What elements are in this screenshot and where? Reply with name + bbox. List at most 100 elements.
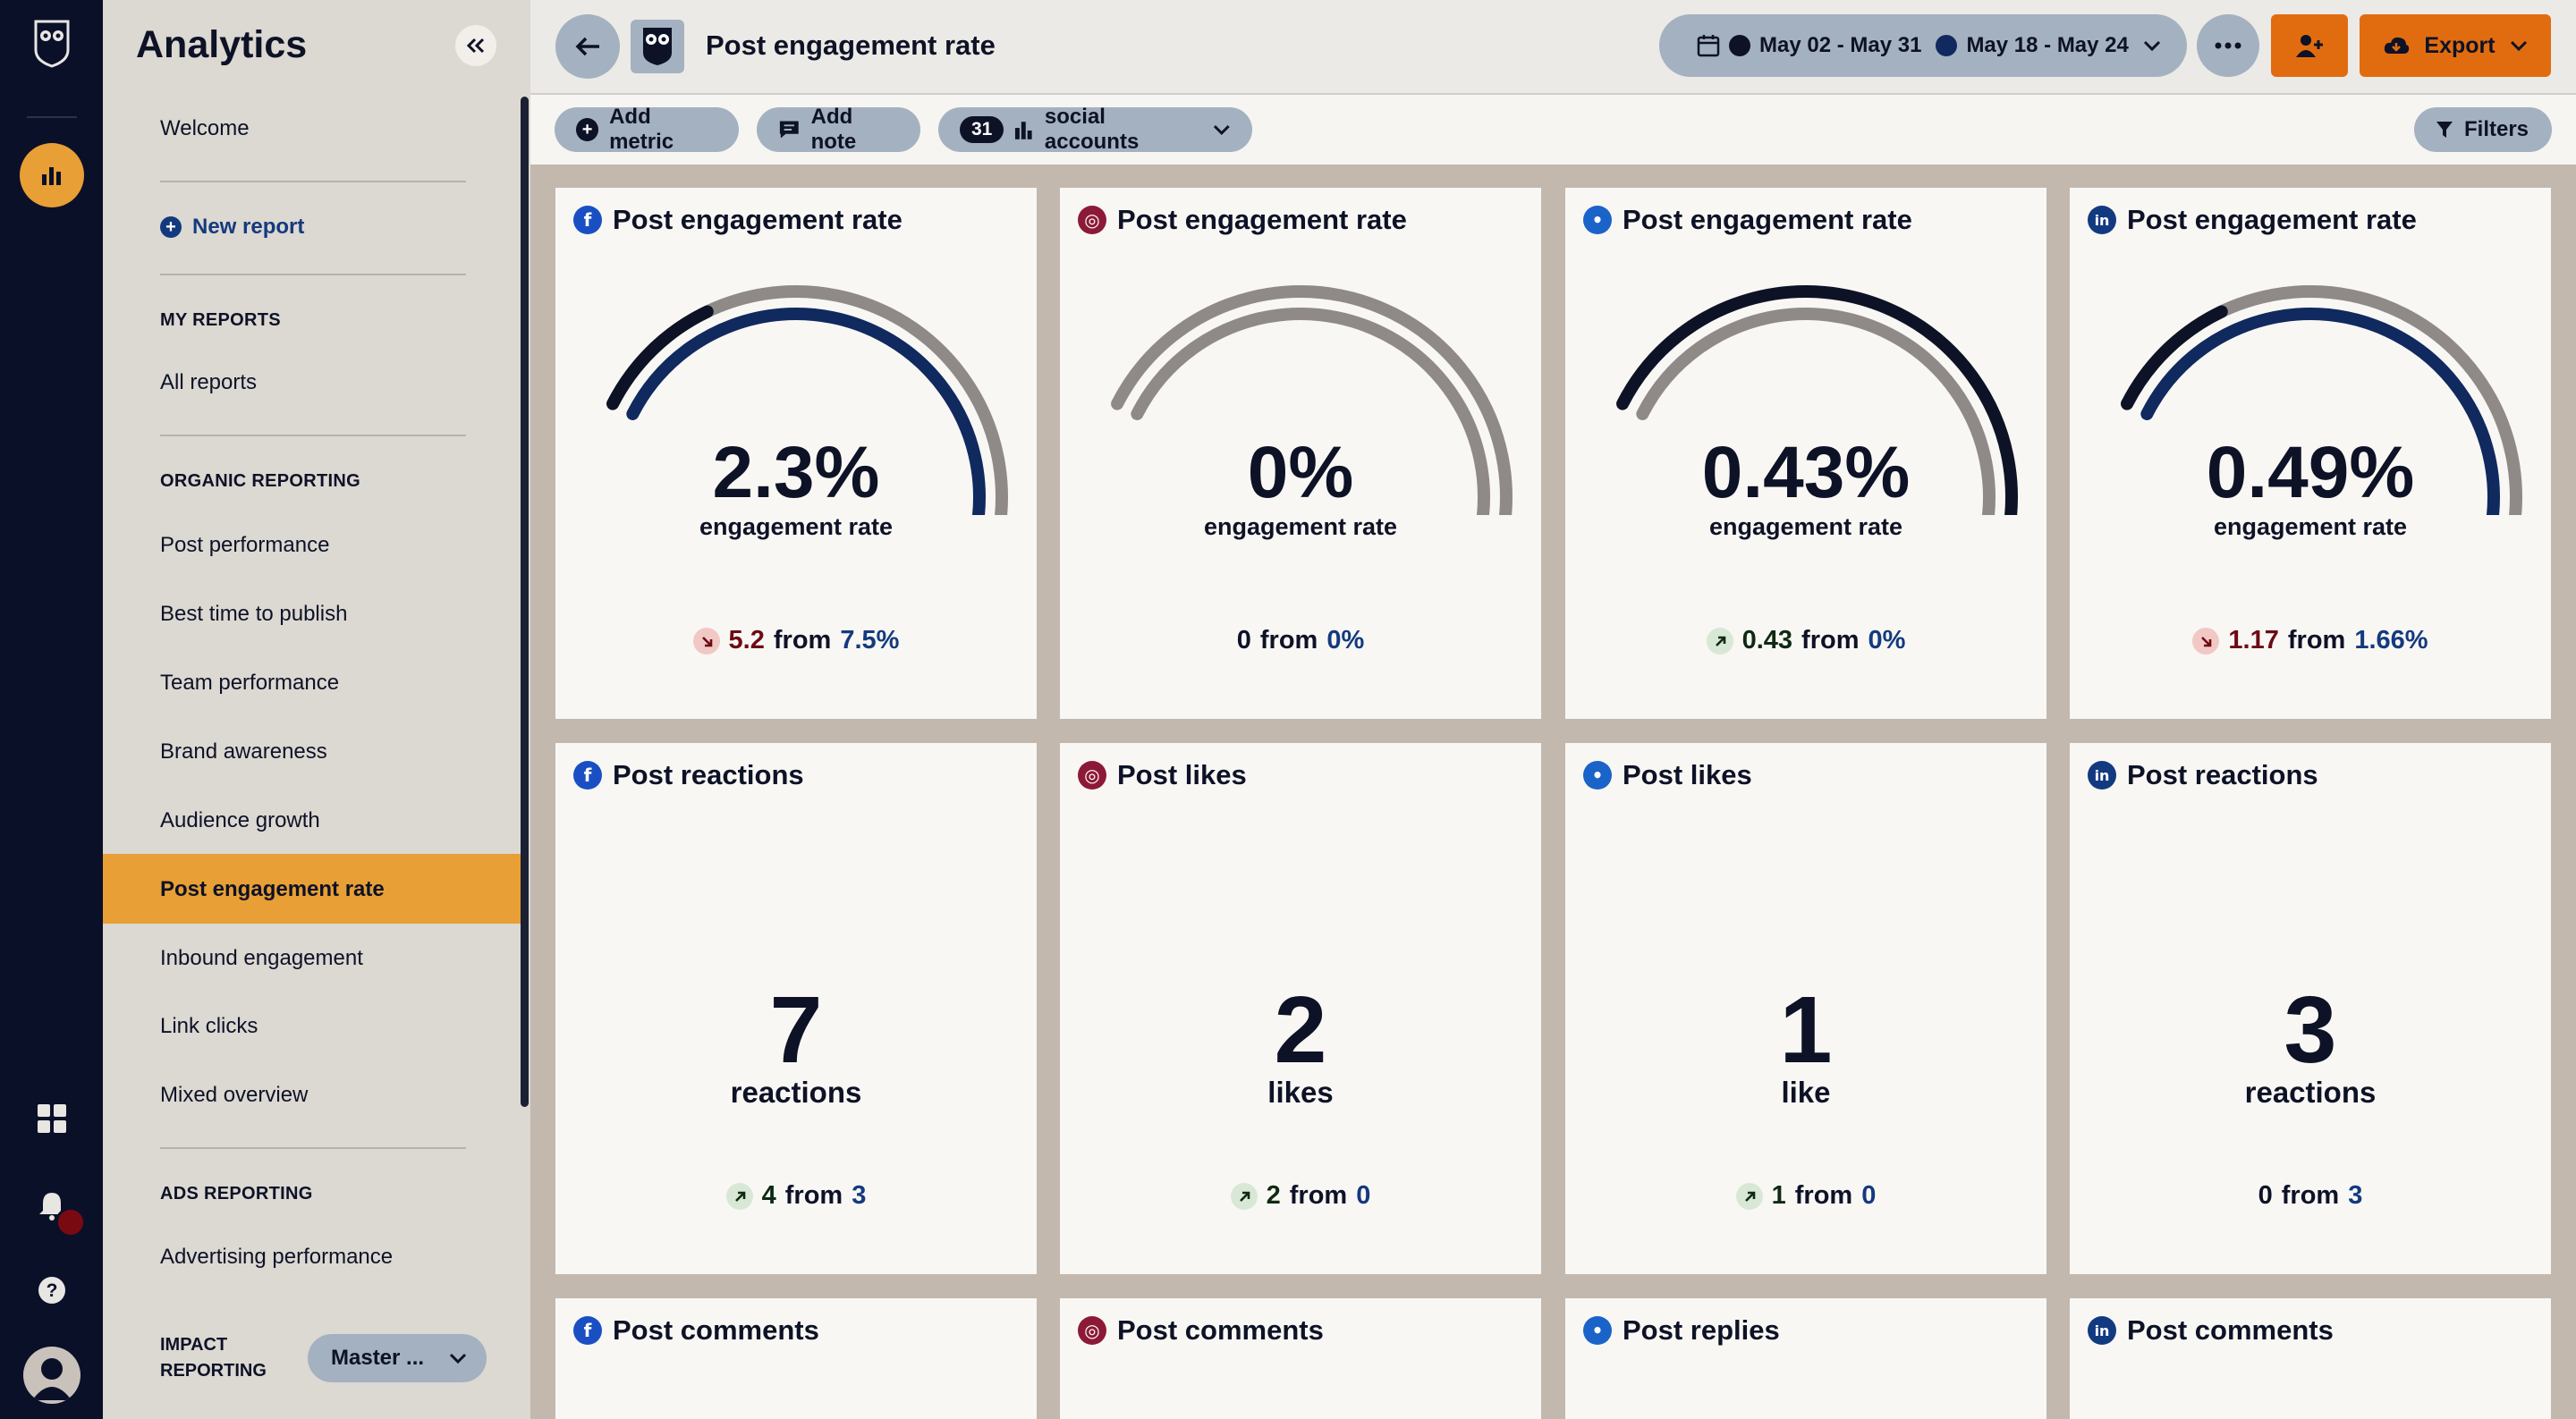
add-metric-button[interactable]: + Add metric [555,105,739,154]
export-button[interactable]: Export [2360,14,2551,77]
gauge-chart [1616,285,2018,515]
sidebar-item-best-time-to-publish[interactable]: Best time to publish [160,602,348,626]
previous-value: 1.66% [2354,626,2428,655]
bell-icon[interactable] [32,1186,72,1225]
from-label: from [784,1181,843,1210]
count-metric-card[interactable]: ◎ Post likes 2 likes 2 from 0 [1060,743,1541,1274]
sidebar-item-audience-growth[interactable]: Audience growth [160,808,320,832]
page-title: Post engagement rate [706,30,996,61]
card-title-text: Post comments [2127,1314,2334,1346]
count-metric-card[interactable]: f Post comments [555,1298,1037,1419]
avatar[interactable] [23,1347,80,1404]
sidebar-item-post-engagement-rate[interactable]: Post engagement rate [160,877,385,901]
impact-report-select[interactable]: Master ... [308,1334,487,1382]
metric-label: engagement rate [1708,513,1903,540]
twitter-icon: • [1583,1316,1612,1345]
filters-button[interactable]: Filters [2414,107,2552,152]
change-value: 0.43 [1741,626,1793,655]
instagram-icon: ◎ [1078,206,1106,234]
facebook-icon: f [573,206,602,234]
sidebar-item-welcome[interactable]: Welcome [160,116,250,140]
count-metric-card[interactable]: in Post comments [2070,1298,2551,1419]
count-metric-card[interactable]: f Post reactions 7 reactions 4 from 3 [555,743,1037,1274]
more-options-button[interactable] [2197,14,2259,77]
sidebar-item-brand-awareness[interactable]: Brand awareness [160,739,327,764]
facebook-icon: f [573,1316,602,1345]
current-period-dot [1729,35,1750,56]
gauge-current-arc [2121,305,2228,410]
gauge-chart [1111,285,1513,515]
engagement-rate-card[interactable]: f Post engagement rate 2.3% engagement rate… [555,188,1037,719]
apps-grid-icon[interactable] [32,1099,72,1138]
date-range-picker[interactable]: May 02 - May 31 May 18 - May 24 [1659,14,2187,77]
change-summary: 0.43 from 0% [1565,626,2046,655]
sidebar-item-post-performance[interactable]: Post performance [160,533,330,557]
chevron-down-icon [449,1353,467,1364]
impact-heading-line2: REPORTING [160,1361,267,1381]
report-toolbar: + Add metric Add note 31 social accounts… [530,95,2576,165]
social-accounts-select[interactable]: 31 social accounts [938,105,1252,154]
add-metric-label: Add metric [609,105,674,154]
sidebar-item-link-clicks[interactable]: Link clicks [160,1014,258,1038]
previous-value: 0% [1326,626,1365,655]
sidebar-scrollbar[interactable] [521,97,529,1107]
comparison-period-dot [1936,35,1958,56]
sidebar-item-mixed-overview[interactable]: Mixed overview [160,1083,309,1107]
previous-value: 7.5% [840,626,900,655]
gauge-outer-arc [1111,285,1513,515]
card-title-text: Post comments [1117,1314,1324,1346]
count-metric-card[interactable]: ◎ Post comments [1060,1298,1541,1419]
sidebar-item-all-reports[interactable]: All reports [160,370,258,394]
trend-up-icon [1706,627,1733,655]
export-label: Export [2424,32,2496,58]
metric-value: 2.3% [712,432,880,513]
card-title-text: Post replies [1623,1314,1780,1346]
change-summary: 1 from 0 [1565,1181,2046,1211]
from-label: from [773,626,832,655]
engagement-rate-card[interactable]: • Post engagement rate 0.43% engagement rat… [1565,188,2046,719]
count-metric-card[interactable]: • Post replies [1565,1298,2046,1419]
gauge-inner-arc [1636,308,1996,515]
back-button[interactable] [555,14,620,79]
owl-logo-icon[interactable] [33,20,71,68]
card-title-text: Post engagement rate [613,204,902,235]
analytics-nav-button[interactable] [20,143,84,207]
previous-value: 3 [2348,1181,2363,1210]
active-nav-highlight [103,854,521,924]
add-note-button[interactable]: Add note [757,105,920,154]
arrow-left-icon [575,37,599,56]
count-metric-card[interactable]: in Post reactions 3 reactions 0 from 3 [2070,743,2551,1274]
card-title: in Post engagement rate [2088,204,2417,236]
twitter-icon: • [1583,206,1612,234]
notification-badge [55,1207,86,1237]
sidebar-item-team-performance[interactable]: Team performance [160,671,340,695]
sidebar-divider [160,435,466,436]
calendar-icon [1697,35,1720,57]
card-title: ◎ Post engagement rate [1078,204,1407,236]
from-label: from [1794,1181,1853,1210]
gauge-chart [606,285,1008,515]
report-owl-icon [631,20,684,73]
card-title-text: Post reactions [2127,759,2318,790]
card-title: ◎ Post likes [1078,759,1247,791]
engagement-rate-card[interactable]: in Post engagement rate 0.49% engagement ra… [2070,188,2551,719]
sidebar-item-inbound-engagement[interactable]: Inbound engagement [160,946,363,970]
metric-value: 1 [1779,977,1833,1083]
new-report-button[interactable]: + New report [160,215,304,240]
chevron-down-icon [2510,40,2527,52]
card-title-text: Post reactions [613,759,804,790]
collapse-sidebar-button[interactable] [455,25,496,66]
help-icon[interactable]: ? [32,1271,72,1310]
engagement-rate-card[interactable]: ◎ Post engagement rate 0% engagement rate 0 f… [1060,188,1541,719]
share-report-button[interactable] [2271,14,2348,77]
trend-down-icon [692,627,720,655]
sidebar-item-advertising-performance[interactable]: Advertising performance [160,1245,394,1269]
sidebar-divider [160,1147,466,1149]
metric-label: likes [1267,1076,1334,1109]
from-label: from [1801,626,1860,655]
sidebar-divider [160,274,466,275]
card-title: • Post engagement rate [1583,204,1912,236]
count-metric-card[interactable]: • Post likes 1 like 1 from 0 [1565,743,2046,1274]
date-range-comparison: May 18 - May 24 [1966,33,2129,57]
date-range-current: May 02 - May 31 [1759,33,1922,57]
